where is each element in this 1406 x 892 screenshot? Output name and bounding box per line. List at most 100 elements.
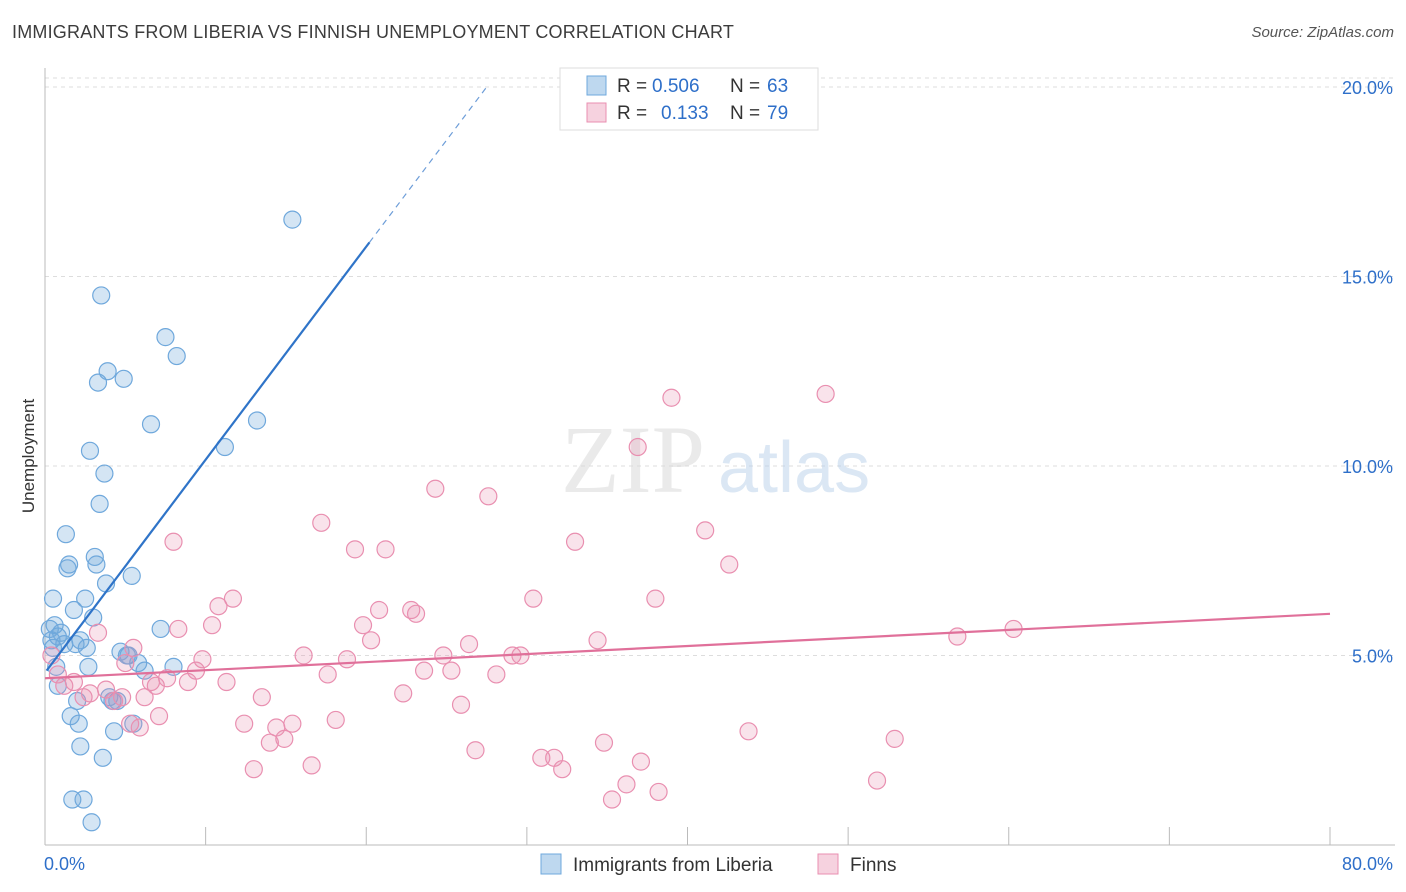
finns-point (370, 600, 389, 620)
trend-lines (44, 86, 1331, 680)
finns-point (337, 650, 357, 669)
legend-n-label-blue: N = (730, 76, 760, 97)
legend-r-value-blue: 0.506 (652, 76, 700, 97)
finns-point (617, 775, 636, 794)
liberia-point (71, 737, 90, 756)
finns-point (157, 669, 177, 688)
liberia-point (151, 619, 170, 639)
finns-point (283, 714, 302, 733)
liberia-point (122, 566, 141, 585)
finns-point (466, 741, 485, 760)
finns-point (426, 479, 445, 498)
y-axis-label: Unemployment (19, 399, 38, 514)
liberia-point (43, 589, 63, 608)
finns-point (244, 760, 263, 779)
liberia-point (98, 362, 117, 381)
series-liberia-points (40, 210, 302, 832)
finns-point (594, 733, 614, 752)
finns-point (252, 688, 271, 707)
grid-lines (45, 77, 1395, 656)
finns-point (135, 688, 154, 707)
finns-point (209, 597, 228, 616)
finns-point (326, 710, 345, 730)
liberia-point (104, 722, 124, 741)
liberia-point (85, 547, 104, 567)
finns-point (406, 604, 426, 623)
legend-r-value-pink: 0.133 (661, 103, 709, 124)
legend-swatch-pink (586, 102, 607, 123)
finns-point (302, 756, 321, 775)
liberia-point (76, 589, 95, 608)
liberia-point (141, 415, 161, 434)
finns-point (318, 665, 337, 684)
liberia-point (114, 369, 133, 388)
liberia-trend-line (45, 241, 371, 672)
liberia-trend-extension (368, 86, 488, 243)
watermark-zip: ZIP (561, 406, 705, 513)
x-tick-label-max: 80.0% (1342, 854, 1393, 874)
liberia-point (56, 525, 75, 544)
liberia-point (45, 616, 64, 635)
finns-point (434, 646, 453, 665)
legend-r-label-blue: R = (617, 76, 647, 97)
finns-point (376, 540, 395, 559)
finns-point (235, 714, 254, 733)
liberia-point (69, 714, 88, 733)
liberia-point (71, 631, 90, 650)
legend-r-label-pink: R = (617, 103, 647, 124)
finns-point (602, 790, 622, 809)
finns-point (193, 650, 212, 669)
finns-point (130, 718, 149, 737)
liberia-point (93, 748, 112, 767)
y-tick-label: 20.0% (1342, 78, 1393, 98)
liberia-point (43, 638, 63, 658)
tick-labels: 5.0% 10.0% 15.0% 20.0% 0.0% 80.0% (44, 78, 1393, 874)
finns-point (149, 707, 169, 726)
finns-point (885, 729, 904, 748)
finns-point (696, 521, 715, 540)
finns-point (164, 532, 183, 551)
finns-point (121, 714, 140, 733)
finns-point (524, 589, 543, 608)
legend-n-label-pink: N = (730, 103, 760, 124)
liberia-point (77, 638, 96, 658)
liberia-point (82, 813, 101, 832)
legend-swatch-blue (586, 75, 607, 96)
liberia-point (51, 623, 71, 642)
finns-point (662, 388, 681, 407)
watermark: ZIP atlas (561, 406, 870, 513)
liberia-point (74, 790, 93, 809)
liberia-point (59, 555, 79, 574)
finns-point (80, 684, 100, 703)
series-legend-swatch-liberia (540, 853, 562, 875)
finns-point (565, 532, 585, 551)
y-tick-label: 10.0% (1342, 457, 1393, 477)
finns-point (479, 487, 498, 506)
finns-point (553, 760, 572, 779)
finns-point (294, 646, 313, 665)
liberia-point (156, 328, 175, 347)
finns-point (169, 619, 188, 639)
series-legend: Immigrants from Liberia Finns (540, 853, 896, 876)
liberia-point (167, 346, 186, 366)
liberia-point (87, 555, 106, 574)
finns-point (948, 627, 967, 646)
series-legend-label-liberia: Immigrants from Liberia (573, 855, 773, 876)
liberia-point (283, 210, 302, 229)
finns-point (112, 688, 132, 707)
legend-n-value-blue: 63 (767, 76, 788, 97)
chart-title: IMMIGRANTS FROM LIBERIA VS FINNISH UNEMP… (12, 22, 735, 42)
finns-point (631, 752, 651, 771)
source-label: Source: ZipAtlas.com (1251, 24, 1394, 41)
finns-point (646, 589, 665, 608)
finns-point (275, 729, 294, 748)
finns-point (414, 661, 434, 680)
liberia-point (64, 600, 84, 620)
liberia-point (247, 411, 267, 430)
finns-point (649, 782, 668, 802)
finns-point (312, 513, 331, 532)
finns-point (532, 748, 551, 767)
finns-point (720, 555, 739, 574)
finns-point (867, 771, 887, 790)
